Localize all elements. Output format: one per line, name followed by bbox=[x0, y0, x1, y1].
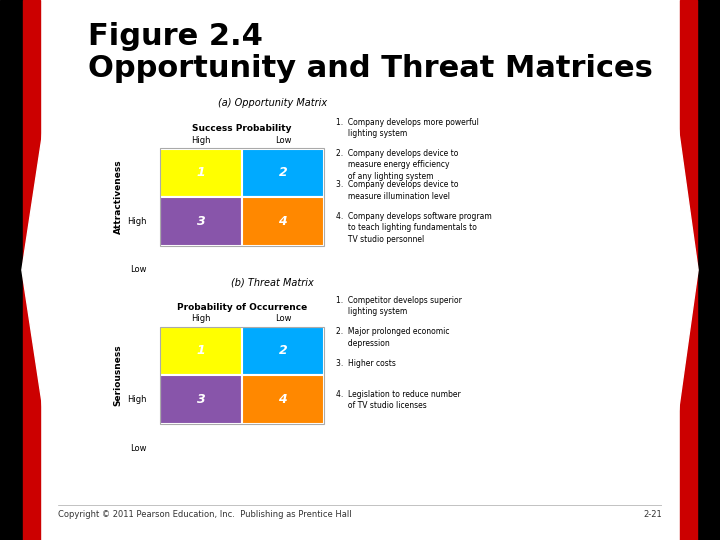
Text: 3.  Company develops device to
     measure illumination level: 3. Company develops device to measure il… bbox=[336, 180, 459, 201]
Bar bbox=[161, 375, 242, 424]
Text: 2.  Company develops device to
     measure energy efficiency
     of any lighti: 2. Company develops device to measure en… bbox=[336, 149, 458, 181]
Bar bbox=[161, 327, 324, 424]
Text: Low: Low bbox=[274, 136, 291, 145]
Text: 4: 4 bbox=[279, 215, 287, 228]
Text: Figure 2.4
Opportunity and Threat Matrices: Figure 2.4 Opportunity and Threat Matric… bbox=[88, 22, 653, 83]
Text: 2: 2 bbox=[279, 345, 287, 357]
Text: 4: 4 bbox=[279, 393, 287, 406]
Text: Probability of Occurrence: Probability of Occurrence bbox=[177, 302, 307, 312]
Bar bbox=[23, 0, 40, 540]
Text: Low: Low bbox=[274, 314, 291, 323]
Text: 2.  Major prolonged economic
     depression: 2. Major prolonged economic depression bbox=[336, 327, 449, 348]
Bar bbox=[242, 327, 324, 375]
Text: High: High bbox=[127, 395, 147, 404]
Bar bbox=[242, 197, 324, 246]
Text: High: High bbox=[192, 136, 211, 145]
Bar bbox=[242, 375, 324, 424]
Polygon shape bbox=[22, 130, 43, 410]
Text: Seriousness: Seriousness bbox=[114, 345, 122, 406]
Text: 2: 2 bbox=[279, 166, 287, 179]
Text: 1.  Competitor develops superior
     lighting system: 1. Competitor develops superior lighting… bbox=[336, 296, 462, 316]
Text: Low: Low bbox=[130, 444, 147, 453]
Bar bbox=[161, 327, 242, 375]
Text: 3: 3 bbox=[197, 393, 206, 406]
Bar bbox=[697, 0, 720, 540]
Text: 2-21: 2-21 bbox=[644, 510, 662, 519]
Text: 4.  Legislation to reduce number
     of TV studio licenses: 4. Legislation to reduce number of TV st… bbox=[336, 390, 461, 410]
Text: Attractiveness: Attractiveness bbox=[114, 160, 122, 234]
Text: 1.  Company develops more powerful
     lighting system: 1. Company develops more powerful lighti… bbox=[336, 118, 479, 138]
Text: (a) Opportunity Matrix: (a) Opportunity Matrix bbox=[217, 98, 327, 108]
Bar bbox=[161, 148, 324, 246]
Bar bbox=[0, 0, 23, 540]
Text: 3: 3 bbox=[197, 215, 206, 228]
Bar bbox=[680, 0, 697, 540]
Text: 1: 1 bbox=[197, 166, 206, 179]
Text: Low: Low bbox=[130, 266, 147, 274]
Bar bbox=[242, 148, 324, 197]
Bar bbox=[161, 148, 242, 197]
Bar bbox=[161, 197, 242, 246]
Text: Copyright © 2011 Pearson Education, Inc.  Publishing as Prentice Hall: Copyright © 2011 Pearson Education, Inc.… bbox=[58, 510, 351, 519]
Text: High: High bbox=[192, 314, 211, 323]
Text: (b) Threat Matrix: (b) Threat Matrix bbox=[231, 277, 314, 287]
Polygon shape bbox=[678, 130, 698, 410]
Text: 4.  Company develops software program
     to teach lighting fundamentals to
   : 4. Company develops software program to … bbox=[336, 212, 492, 244]
Text: 1: 1 bbox=[197, 345, 206, 357]
Text: High: High bbox=[127, 217, 147, 226]
Text: 3.  Higher costs: 3. Higher costs bbox=[336, 359, 396, 368]
Text: Success Probability: Success Probability bbox=[192, 124, 292, 133]
